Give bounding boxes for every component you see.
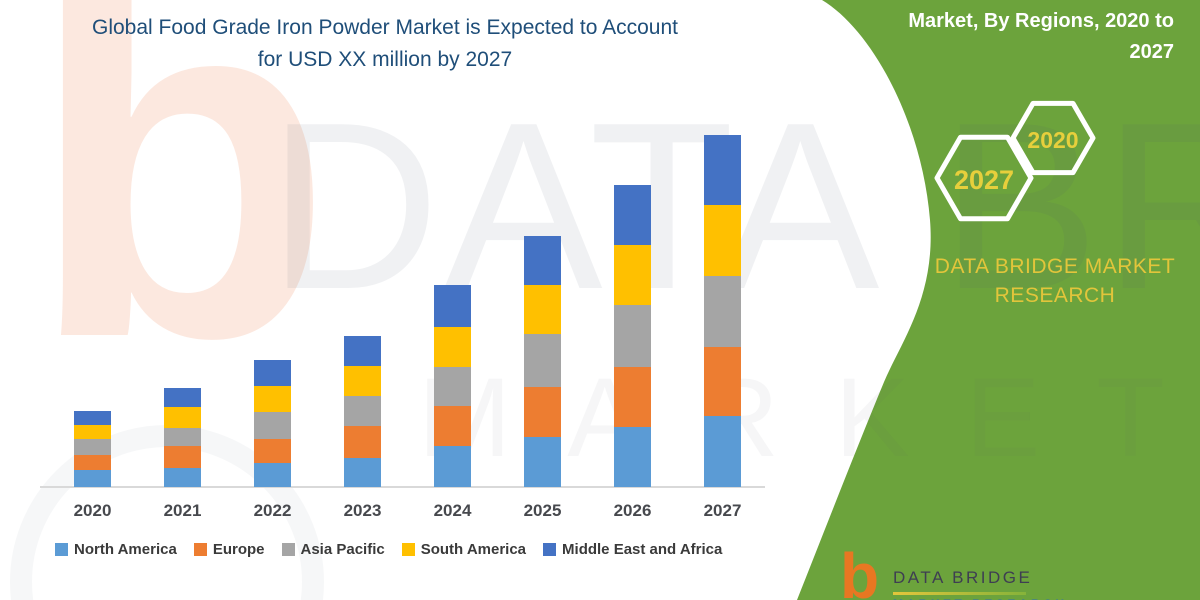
bar-segment xyxy=(254,360,291,386)
brand-line1: DATA BRIDGE MARKET xyxy=(934,255,1176,278)
bar-segment xyxy=(344,458,381,487)
bar-segment xyxy=(74,455,111,470)
bar-segment xyxy=(74,425,111,439)
x-axis-label: 2022 xyxy=(253,501,292,520)
bar-segment xyxy=(344,336,381,366)
bar-stack-2021 xyxy=(164,388,201,487)
bar-segment xyxy=(704,347,741,416)
bar-segment xyxy=(614,427,651,487)
bar-segment xyxy=(704,135,741,205)
x-axis-label: 2023 xyxy=(343,501,382,520)
footer-logo-name: DATA BRIDGE xyxy=(893,568,1033,587)
footer-logo-sub: MARKET RESEARCH xyxy=(893,597,1068,600)
bar-segment xyxy=(74,470,111,487)
bar-segment xyxy=(524,285,561,334)
brand-text: DATA BRIDGE MARKET RESEARCH xyxy=(928,252,1182,311)
legend: North America Europe Asia Pacific South Ame… xyxy=(55,541,722,558)
bar-segment xyxy=(704,205,741,276)
bar-segment xyxy=(614,305,651,367)
side-heading-line2: 2027 xyxy=(1129,41,1175,63)
bar-segment xyxy=(164,388,201,407)
bar-segment xyxy=(524,236,561,285)
legend-label: Asia Pacific xyxy=(300,541,385,558)
bar-segment xyxy=(164,468,201,487)
bar-segment xyxy=(164,407,201,428)
bar-stack-2023 xyxy=(344,336,381,487)
legend-swatch-icon xyxy=(193,543,207,556)
legend-label: Europe xyxy=(212,541,265,558)
bar-segment xyxy=(434,367,471,406)
page-title-line2: for USD XX million by 2027 xyxy=(257,47,513,71)
bar-segment xyxy=(434,446,471,487)
bar-segment xyxy=(524,437,561,487)
legend-swatch-icon xyxy=(55,543,68,556)
bar-stack-2024 xyxy=(434,285,471,487)
x-axis-label: 2021 xyxy=(163,501,202,520)
legend-swatch-icon xyxy=(401,543,415,556)
legend-item: Asia Pacific xyxy=(281,541,385,558)
legend-label: Middle East and Africa xyxy=(562,541,723,558)
bar-segment xyxy=(614,367,651,427)
x-axis-label: 2025 xyxy=(523,501,562,520)
hexagon-2027-label: 2027 xyxy=(954,165,1014,195)
bar-segment xyxy=(164,428,201,446)
bar-segment xyxy=(344,396,381,426)
hexagon-badges: 2027 2020 xyxy=(934,100,1096,222)
hexagon-2020-icon xyxy=(1010,100,1096,176)
legend-label: North America xyxy=(74,541,177,558)
hexagon-2020-label: 2020 xyxy=(1027,127,1078,153)
bar-segment xyxy=(254,439,291,463)
bar-segment xyxy=(74,411,111,425)
bar-segment xyxy=(254,412,291,439)
footer-logo-underline xyxy=(893,592,1026,595)
bar-segment xyxy=(254,386,291,412)
bar-stack-2026 xyxy=(614,185,651,487)
page-title: Global Food Grade Iron Powder Market is … xyxy=(30,12,740,75)
bar-segment xyxy=(524,334,561,387)
bar-segment xyxy=(704,276,741,347)
legend-label: South America xyxy=(420,541,527,558)
page-title-line1: Global Food Grade Iron Powder Market is … xyxy=(92,16,678,39)
footer-logo-b-icon: b xyxy=(840,540,880,600)
bar-segment xyxy=(614,245,651,305)
x-axis-label: 2026 xyxy=(613,501,652,520)
side-panel-heading: Market, By Regions, 2020 to 2027 xyxy=(844,6,1174,68)
x-axis-label: 2024 xyxy=(433,501,472,520)
bar-segment xyxy=(434,406,471,446)
legend-item: South America xyxy=(401,541,527,558)
bar-stack-2027 xyxy=(704,135,741,487)
bar-segment xyxy=(704,416,741,487)
bar-segment xyxy=(614,185,651,245)
bar-segment xyxy=(344,426,381,458)
legend-item: Europe xyxy=(193,541,265,558)
bar-segment xyxy=(164,446,201,468)
hexagon-2027-icon xyxy=(934,134,1034,222)
side-heading-line1: Market, By Regions, 2020 to xyxy=(908,10,1174,32)
bar-segment xyxy=(434,285,471,327)
bar-segment xyxy=(344,366,381,396)
bar-segment xyxy=(74,439,111,455)
x-axis-line xyxy=(40,486,765,488)
bar-stack-2022 xyxy=(254,360,291,487)
legend-item: North America xyxy=(55,541,177,558)
x-axis-label: 2027 xyxy=(703,501,742,520)
legend-item: Middle East and Africa xyxy=(543,541,722,558)
bar-stack-2020 xyxy=(74,411,111,487)
bar-segment xyxy=(524,387,561,437)
bar-stack-2025 xyxy=(524,236,561,487)
brand-line2: RESEARCH xyxy=(994,284,1116,308)
legend-swatch-icon xyxy=(281,543,295,556)
bar-segment xyxy=(254,463,291,487)
bar-segment xyxy=(434,327,471,367)
legend-swatch-icon xyxy=(543,543,557,556)
x-axis-label: 2020 xyxy=(73,501,112,520)
